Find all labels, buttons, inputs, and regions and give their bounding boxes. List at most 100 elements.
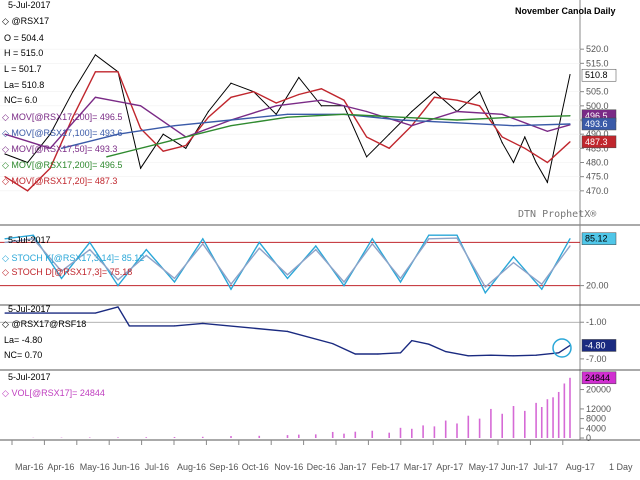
data-point [173, 281, 176, 283]
diamond-icon: ◇ [2, 112, 11, 122]
price-netchange-label: NC= 6.0 [4, 95, 37, 105]
spread-date-label: 5-Jul-2017 [8, 304, 51, 314]
data-point [484, 286, 486, 288]
data-point [366, 136, 368, 138]
price-low-label: L = 501.7 [4, 64, 41, 74]
data-point [140, 167, 142, 169]
data-point [433, 96, 435, 98]
y-tick-label: 20000 [586, 385, 611, 395]
legend-entry: ◇ MOV[@RSX17,200]= 496.5 [2, 160, 122, 170]
data-point [366, 110, 368, 113]
data-point [230, 125, 232, 127]
diamond-icon: ◇ [2, 128, 11, 138]
value-tag-label: 487.3 [585, 137, 608, 147]
data-point [258, 247, 260, 249]
data-point [230, 288, 232, 290]
data-point [479, 105, 481, 107]
price-legend: ◇ MOV[@RSX17,200]= 496.5◇ MOV[@RSX17,100… [2, 112, 122, 186]
value-tag-box [581, 232, 617, 245]
data-point [512, 261, 515, 264]
diamond-icon: ◇ [2, 160, 11, 170]
data-point [320, 99, 322, 101]
data-point [106, 156, 108, 158]
data-point [512, 116, 515, 118]
data-point [145, 249, 147, 251]
data-point [569, 123, 571, 125]
data-point [253, 91, 255, 93]
data-point [140, 105, 142, 107]
data-point [202, 243, 204, 245]
data-point [4, 133, 6, 135]
data-point [490, 354, 492, 356]
data-point [49, 147, 51, 149]
x-tick-label: May-16 [80, 462, 110, 472]
data-point [140, 127, 142, 130]
data-point [94, 54, 96, 56]
value-tag-label: 510.8 [585, 70, 608, 80]
diamond-icon: ◇ [2, 267, 9, 277]
y-tick-label: 20.00 [586, 281, 609, 291]
data-point [145, 254, 147, 256]
price-series [4, 54, 571, 192]
data-point [89, 249, 91, 251]
y-tick-label: 520.0 [586, 44, 609, 54]
stoch-value-tags: 85.12 [581, 232, 617, 245]
legend-text: MOV[@RSX17,100]= 493.6 [11, 128, 122, 138]
series-line-mov-50 [4, 96, 571, 150]
data-point [456, 110, 458, 113]
value-tag-label: -4.80 [585, 340, 606, 350]
diamond-icon: ◇ [2, 319, 9, 329]
data-point [501, 142, 503, 144]
data-point [4, 176, 6, 178]
stoch-d-text: STOCH D[@RSX17,3]= 75.18 [11, 267, 132, 277]
watermark-text: DTN ProphetX® [518, 209, 597, 220]
data-point [501, 136, 503, 138]
stoch-date-label: 5-Jul-2017 [8, 235, 51, 245]
vol-text: VOL[@RSX17]= 24844 [11, 388, 104, 398]
y-tick-label: 0 [586, 433, 591, 443]
legend-entry: ◇ MOV[@RSX17,100]= 493.6 [2, 128, 122, 138]
data-point [371, 238, 373, 240]
legend-entry: ◇ MOV[@RSX17,200]= 496.5 [2, 112, 122, 122]
data-point [162, 133, 164, 135]
x-tick-label: Jan-17 [339, 462, 367, 472]
x-tick-label: Jul-17 [533, 462, 558, 472]
data-point [230, 96, 232, 98]
data-point [343, 285, 345, 287]
data-point [541, 283, 543, 285]
interval-label: 1 Day [609, 462, 633, 472]
data-point [569, 245, 571, 247]
x-tick-label: Dec-16 [307, 462, 336, 472]
y-tick-label: 480.0 [586, 158, 609, 168]
data-point [89, 241, 91, 243]
y-tick-label: 515.0 [586, 58, 609, 68]
x-tick-label: Feb-17 [371, 462, 400, 472]
stochastic-panel: 5-Jul-2017 ◇ STOCH K[@RSX17,3,14]= 85.12… [0, 232, 640, 306]
data-point [162, 150, 164, 152]
price-date-label: 5-Jul-2017 [8, 0, 51, 10]
y-tick-label: 485.0 [586, 143, 609, 153]
series-line-mov-20 [4, 71, 571, 192]
data-point [32, 234, 34, 236]
data-point [207, 110, 209, 113]
data-point [371, 243, 373, 245]
data-point [411, 125, 413, 127]
diamond-icon: ◇ [2, 253, 9, 263]
data-point [546, 181, 549, 183]
data-point [173, 277, 176, 279]
data-point [49, 133, 51, 135]
data-point [484, 292, 486, 294]
vol-value-tags: 24844 [581, 371, 617, 385]
price-panel: 5-Jul-2017 ◇ @RSX17 O = 504.4 H = 515.0 … [0, 0, 640, 440]
data-point [117, 133, 119, 135]
data-point [467, 355, 469, 357]
data-point [399, 281, 402, 283]
volume-panel: 5-Jul-2017 ◇ VOL[@RSX17]= 24844 20000 120… [0, 371, 640, 443]
data-point [524, 147, 526, 149]
data-point [456, 119, 458, 121]
data-point [388, 147, 390, 149]
data-point [524, 136, 526, 138]
